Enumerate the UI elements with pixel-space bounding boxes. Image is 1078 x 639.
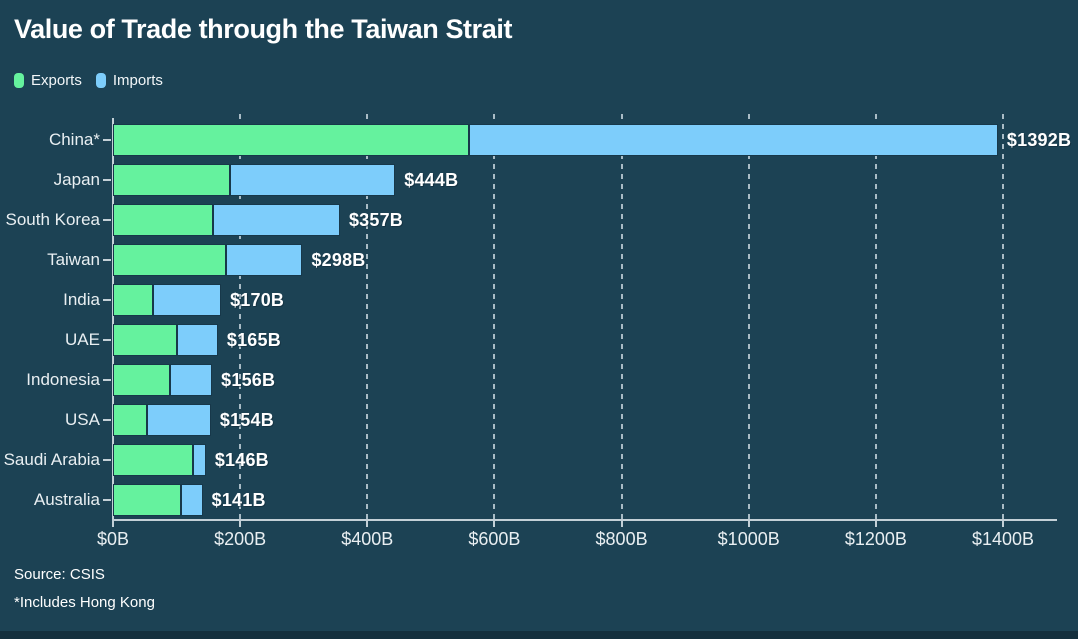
y-axis-label: South Korea [5,210,100,229]
x-tick-label: $0B [96,529,130,549]
bar-segment-exports [113,364,171,396]
x-axis-tick [493,519,496,527]
x-tick-label: $1400B [971,529,1035,549]
bar-segment-imports [193,444,206,476]
gridline [239,114,242,519]
legend: Exports Imports [14,72,163,89]
x-tick-label: $800B [595,529,648,549]
bar-segment-imports [153,284,222,316]
y-axis-label: China* [48,130,100,149]
y-axis-tick [103,299,111,301]
gridline [366,114,369,519]
x-tick-label: $400B [341,529,394,549]
legend-label-exports: Exports [31,72,82,89]
bar-segment-exports [113,124,469,156]
imports-swatch-icon [95,73,106,88]
y-axis-line [112,118,114,519]
bar-segment-imports [212,204,340,236]
bar-segment-exports [113,164,230,196]
gridline [874,114,877,519]
legend-item-exports: Exports [14,72,82,89]
source-credit: Source: CSIS [14,566,105,583]
x-tick-label: $600B [468,529,521,549]
x-tick-label: $1000B [717,529,780,549]
bar-total-label: $156B [221,369,276,390]
legend-label-imports: Imports [112,72,163,89]
bar-segment-imports [226,244,303,276]
bar-segment-imports [146,404,211,436]
gridline [493,114,496,519]
gridline [747,114,750,519]
bar-segment-exports [113,484,182,516]
x-tick-label: $1200B [844,529,907,549]
x-axis-tick [620,519,623,527]
x-axis-line [113,519,1057,521]
bar-segment-imports [469,124,998,156]
y-axis-label: Saudi Arabia [3,450,100,469]
bar-segment-imports [170,364,213,396]
bar-total-label: $141B [211,489,266,510]
y-axis-tick [103,379,111,381]
bar-total-label: $154B [219,409,274,430]
y-axis-label: Japan [53,170,100,189]
bottom-strip [0,631,1078,639]
y-axis-label: USA [65,410,100,429]
y-axis-tick [103,339,111,341]
y-axis-label: India [63,290,100,309]
bar-segment-exports [113,444,194,476]
bar-total-label: $1392B [1006,129,1072,150]
y-axis-tick [103,179,111,181]
y-axis-tick [103,139,111,141]
bar-segment-exports [113,244,227,276]
bar-segment-exports [113,324,177,356]
chart-title: Value of Trade through the Taiwan Strait [14,14,513,44]
legend-item-imports: Imports [95,72,163,89]
bar-segment-exports [113,204,213,236]
bar-total-label: $444B [404,169,459,190]
x-tick-label: $200B [214,529,267,549]
y-axis-label: Taiwan [47,250,100,269]
x-axis-tick [112,519,114,527]
x-axis-tick [1002,519,1004,527]
y-axis-tick [103,499,111,501]
y-axis-tick [103,419,111,421]
y-axis-tick [103,259,111,261]
x-axis-tick [874,519,877,527]
y-axis-tick [103,219,111,221]
y-axis-label: UAE [65,330,100,349]
footnote: *Includes Hong Kong [14,594,155,611]
bar-segment-imports [176,324,218,356]
x-axis-tick [366,519,369,527]
y-axis-label: Indonesia [26,370,100,389]
bar-total-label: $357B [348,209,403,230]
bar-total-label: $146B [214,449,269,470]
bar-total-label: $298B [311,249,366,270]
x-axis-tick [747,519,750,527]
bar-total-label: $165B [226,329,281,350]
bar-segment-exports [113,404,147,436]
gridline [620,114,623,519]
y-axis-tick [103,459,111,461]
x-axis-tick [239,519,242,527]
bar-segment-imports [181,484,203,516]
bar-total-label: $170B [230,289,285,310]
y-axis-label: Australia [33,490,100,509]
gridline [1002,114,1004,519]
bar-segment-imports [229,164,396,196]
bar-segment-exports [113,284,154,316]
exports-swatch-icon [14,73,24,88]
